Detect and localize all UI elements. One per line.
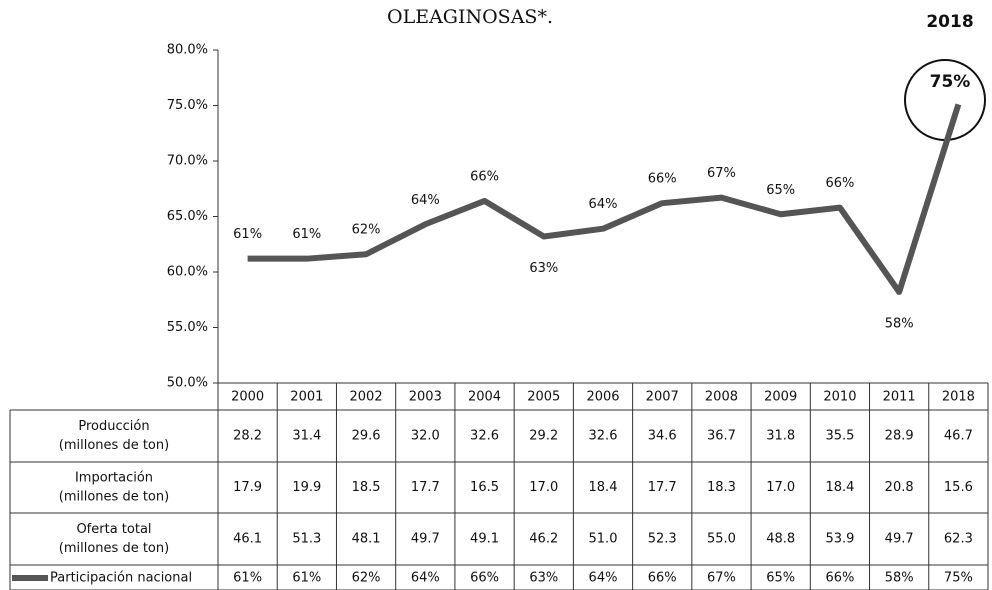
table-cell: 18.4: [825, 480, 854, 495]
data-label: 62%: [352, 223, 381, 238]
data-label: 66%: [825, 176, 854, 191]
data-label: 64%: [411, 193, 440, 208]
table-cell: 65%: [766, 571, 795, 586]
table-cell: 46.1: [233, 532, 262, 547]
y-tick-label: 70.0%: [167, 154, 208, 169]
x-tick-label: 2000: [231, 390, 264, 405]
table-cell: 20.8: [885, 480, 914, 495]
x-tick-label: 2003: [409, 390, 442, 405]
data-label: 66%: [648, 172, 677, 187]
table-cell: 75%: [944, 571, 973, 586]
data-label: 65%: [766, 183, 795, 198]
x-tick-label: 2007: [646, 390, 679, 405]
x-tick-label: 2001: [290, 390, 323, 405]
table-cell: 17.7: [411, 480, 440, 495]
x-tick-label: 2006: [586, 390, 619, 405]
table-cell: 29.2: [529, 429, 558, 444]
data-label: 66%: [470, 169, 499, 184]
table-cell: 19.9: [292, 480, 321, 495]
table-cell: 31.8: [766, 429, 795, 444]
data-label: 67%: [707, 166, 736, 181]
table-cell: 49.7: [885, 532, 914, 547]
x-tick-label: 2010: [823, 390, 856, 405]
table-cell: 53.9: [825, 532, 854, 547]
table-cell: 64%: [589, 571, 618, 586]
table-cell: 17.0: [529, 480, 558, 495]
table-cell: 51.0: [589, 532, 618, 547]
table-cell: 29.6: [352, 429, 381, 444]
line: [247, 103, 962, 295]
chart-title: OLEAGINOSAS*.: [387, 6, 553, 28]
table-cell: 63%: [529, 571, 558, 586]
row-label: Importación: [75, 471, 153, 486]
table-cell: 17.9: [233, 480, 262, 495]
table-cell: 15.6: [944, 480, 973, 495]
row-label: Producción: [78, 419, 149, 434]
table-cell: 36.7: [707, 429, 736, 444]
y-tick-label: 75.0%: [167, 98, 208, 113]
table-cell: 32.0: [411, 429, 440, 444]
x-tick-label: 2011: [883, 390, 916, 405]
table-cell: 16.5: [470, 480, 499, 495]
x-tick-label: 2005: [527, 390, 560, 405]
row-label: (millones de ton): [59, 541, 169, 556]
table-cell: 18.4: [589, 480, 618, 495]
table-cell: 61%: [292, 571, 321, 586]
table-cell: 18.3: [707, 480, 736, 495]
table-cell: 17.0: [766, 480, 795, 495]
table-cell: 61%: [233, 571, 262, 586]
table-cell: 46.2: [529, 532, 558, 547]
y-tick-label: 60.0%: [167, 265, 208, 280]
x-tick-label: 2004: [468, 390, 501, 405]
table-cell: 62.3: [944, 532, 973, 547]
x-tick-label: 2002: [350, 390, 383, 405]
data-label: 61%: [233, 227, 262, 242]
y-tick-label: 80.0%: [167, 43, 208, 58]
row-label: (millones de ton): [59, 438, 169, 453]
table-cell: 48.8: [766, 532, 795, 547]
y-tick-label: 65.0%: [167, 209, 208, 224]
x-tick-label: 2009: [764, 390, 797, 405]
table-cell: 66%: [648, 571, 677, 586]
table-cell: 18.5: [352, 480, 381, 495]
table-cell: 28.9: [885, 429, 914, 444]
row-label: (millones de ton): [59, 490, 169, 505]
table-cell: 17.7: [648, 480, 677, 495]
table-cell: 34.6: [648, 429, 677, 444]
table-cell: 58%: [885, 571, 914, 586]
table-cell: 67%: [707, 571, 736, 586]
table-cell: 46.7: [944, 429, 973, 444]
y-tick-label: 50.0%: [167, 376, 208, 391]
legend-label: Participación nacional: [50, 571, 192, 586]
x-tick-label: 2008: [705, 390, 738, 405]
table-cell: 28.2: [233, 429, 262, 444]
table-cell: 32.6: [589, 429, 618, 444]
data-label: 63%: [529, 261, 558, 276]
table-cell: 32.6: [470, 429, 499, 444]
data-label: 58%: [885, 316, 914, 331]
table-cell: 35.5: [825, 429, 854, 444]
table-cell: 49.1: [470, 532, 499, 547]
highlight-label: 2018: [926, 12, 973, 32]
table-cell: 66%: [825, 571, 854, 586]
row-label: Oferta total: [76, 522, 151, 537]
table-cell: 62%: [352, 571, 381, 586]
data-label: 61%: [292, 227, 321, 242]
table-cell: 51.3: [292, 532, 321, 547]
table-cell: 52.3: [648, 532, 677, 547]
table-cell: 31.4: [292, 429, 321, 444]
y-tick-label: 55.0%: [167, 320, 208, 335]
table-cell: 66%: [470, 571, 499, 586]
x-tick-label: 2018: [942, 390, 975, 405]
table-cell: 49.7: [411, 532, 440, 547]
data-label: 75%: [930, 72, 971, 92]
table-cell: 55.0: [707, 532, 736, 547]
table-cell: 48.1: [352, 532, 381, 547]
table-cell: 64%: [411, 571, 440, 586]
data-label: 64%: [589, 197, 618, 212]
